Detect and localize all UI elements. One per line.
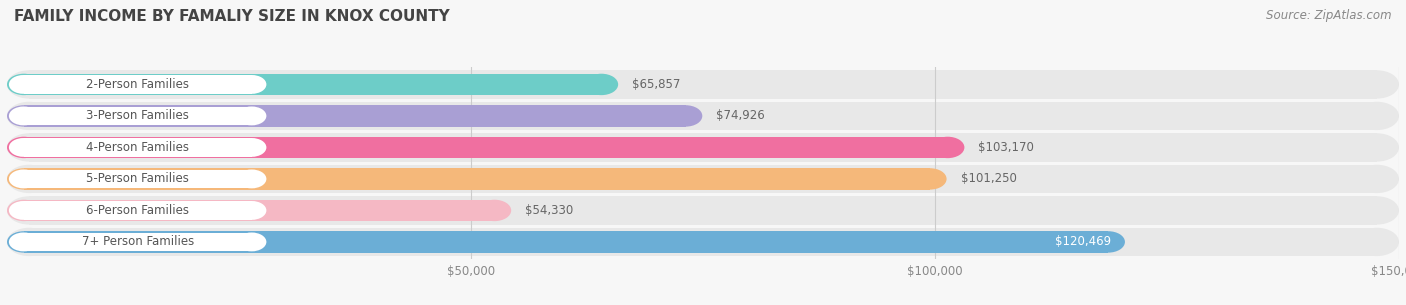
Ellipse shape (1091, 231, 1125, 253)
Ellipse shape (7, 196, 51, 224)
Ellipse shape (238, 232, 266, 251)
Ellipse shape (7, 228, 51, 256)
Text: FAMILY INCOME BY FAMALIY SIZE IN KNOX COUNTY: FAMILY INCOME BY FAMALIY SIZE IN KNOX CO… (14, 9, 450, 24)
Ellipse shape (7, 133, 51, 162)
Text: 2-Person Families: 2-Person Families (86, 78, 190, 91)
Bar (24, 137, 948, 158)
Ellipse shape (585, 74, 619, 95)
Text: Source: ZipAtlas.com: Source: ZipAtlas.com (1267, 9, 1392, 22)
Ellipse shape (7, 200, 41, 221)
Ellipse shape (8, 138, 38, 157)
Bar (30, 228, 1376, 256)
Bar (30, 165, 1376, 193)
Ellipse shape (8, 75, 38, 94)
Ellipse shape (1355, 70, 1399, 99)
Bar (24, 74, 602, 95)
Ellipse shape (8, 232, 38, 251)
Bar (30, 133, 1376, 162)
Bar (30, 70, 1376, 99)
Bar (24, 105, 686, 127)
Text: $54,330: $54,330 (524, 204, 574, 217)
Ellipse shape (238, 106, 266, 125)
Ellipse shape (7, 70, 51, 99)
Text: 7+ Person Families: 7+ Person Families (82, 235, 194, 249)
Ellipse shape (478, 200, 512, 221)
Bar (30, 102, 1376, 130)
Bar (30, 196, 1376, 224)
Ellipse shape (7, 168, 41, 190)
Ellipse shape (1355, 165, 1399, 193)
Bar (24, 170, 252, 188)
Ellipse shape (1355, 133, 1399, 162)
Ellipse shape (1355, 228, 1399, 256)
Ellipse shape (238, 138, 266, 157)
Ellipse shape (669, 105, 703, 127)
Bar (24, 200, 495, 221)
Ellipse shape (8, 201, 38, 220)
Ellipse shape (931, 137, 965, 158)
Ellipse shape (238, 170, 266, 188)
Text: 5-Person Families: 5-Person Families (86, 172, 188, 185)
Ellipse shape (7, 137, 41, 158)
Text: $103,170: $103,170 (979, 141, 1035, 154)
Bar (24, 75, 252, 94)
Bar (24, 232, 252, 251)
Text: 3-Person Families: 3-Person Families (86, 109, 188, 122)
Bar (24, 106, 252, 125)
Ellipse shape (7, 165, 51, 193)
Ellipse shape (7, 231, 41, 253)
Ellipse shape (1355, 102, 1399, 130)
Text: $120,469: $120,469 (1054, 235, 1111, 249)
Ellipse shape (7, 102, 51, 130)
Ellipse shape (238, 75, 266, 94)
Bar (24, 138, 252, 157)
Text: $101,250: $101,250 (960, 172, 1017, 185)
Bar (24, 201, 252, 220)
Text: $65,857: $65,857 (633, 78, 681, 91)
Ellipse shape (7, 105, 41, 127)
Ellipse shape (238, 201, 266, 220)
Text: 4-Person Families: 4-Person Families (86, 141, 190, 154)
Bar (24, 168, 929, 190)
Text: 6-Person Families: 6-Person Families (86, 204, 190, 217)
Ellipse shape (8, 106, 38, 125)
Ellipse shape (7, 74, 41, 95)
Text: $74,926: $74,926 (716, 109, 765, 122)
Ellipse shape (8, 170, 38, 188)
Ellipse shape (1355, 196, 1399, 224)
Ellipse shape (912, 168, 946, 190)
Bar (24, 231, 1108, 253)
